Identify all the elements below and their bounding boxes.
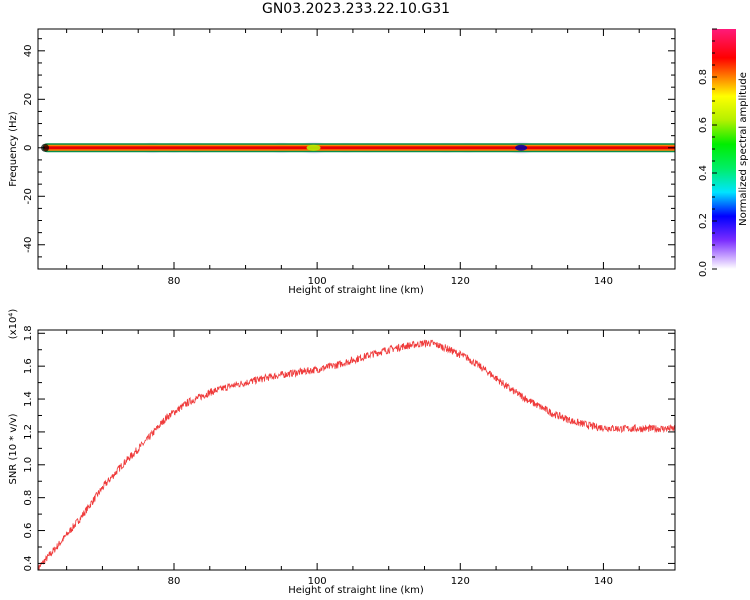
y-tick-label: 1.2 xyxy=(23,424,34,440)
colorbar-tick-label: 0.6 xyxy=(698,117,709,133)
spectrogram-ticks: 80 100 120 140 -40 -20 0 20 40 xyxy=(23,29,676,287)
band-hotspot-2 xyxy=(306,144,321,151)
chart-title: GN03.2023.233.22.10.G31 xyxy=(261,1,451,17)
y-tick-label: 1.8 xyxy=(23,325,34,341)
y-tick-label: -20 xyxy=(23,188,34,204)
spectrogram-frame xyxy=(37,28,676,270)
snr-series-line xyxy=(38,339,675,570)
y-tick-label: 0.6 xyxy=(23,523,34,539)
x-tick-label: 140 xyxy=(594,576,613,587)
spectrogram-panel: 80 100 120 140 -40 -20 0 20 40 Height of straigh… xyxy=(8,28,676,296)
snr-panel: 80 100 120 140 0.4 0.6 0.8 1.0 1.2 1.4 1.6 1.8 Heig… xyxy=(8,309,676,596)
colorbar-ticks: 0.0 0.2 0.4 0.6 0.8 xyxy=(698,28,717,277)
snr-ticks: 80 100 120 140 0.4 0.6 0.8 1.0 1.2 1.4 1.6 1.8 xyxy=(23,325,676,587)
colorbar-gradient xyxy=(712,29,736,269)
y-tick-label: 40 xyxy=(23,44,34,57)
y-tick-label: 0.4 xyxy=(23,555,34,571)
colorbar-tick-label: 0.8 xyxy=(698,69,709,85)
x-tick-label: 120 xyxy=(451,276,470,287)
y-tick-label: 1.6 xyxy=(23,358,34,374)
colorbar-tick-label: 0.0 xyxy=(698,261,709,277)
spectrogram-xlabel: Height of straight line (km) xyxy=(288,285,424,296)
x-tick-label: 100 xyxy=(308,576,327,587)
snr-ylabel: SNR (10 * v/v) xyxy=(8,413,19,484)
y-tick-label: 0 xyxy=(23,145,34,151)
colorbar-label: Normalized spectral amplitude xyxy=(738,72,749,226)
band-core xyxy=(44,146,675,150)
colorbar: 0.0 0.2 0.4 0.6 0.8 Normalized spectral ampl… xyxy=(698,28,749,277)
y-tick-label: 1.0 xyxy=(23,457,34,473)
y-tick-label: 20 xyxy=(23,93,34,106)
x-tick-label: 100 xyxy=(308,276,327,287)
y-tick-label: 0.8 xyxy=(23,490,34,506)
snr-multiplier: (x10⁴) xyxy=(8,309,19,340)
colorbar-tick-label: 0.4 xyxy=(698,165,709,181)
x-tick-label: 80 xyxy=(168,576,181,587)
band-hotspot-1 xyxy=(515,144,528,151)
x-tick-label: 120 xyxy=(451,576,470,587)
x-tick-label: 80 xyxy=(168,276,181,287)
colorbar-tick-label: 0.2 xyxy=(698,213,709,229)
y-tick-label: 1.4 xyxy=(23,391,34,407)
snr-frame xyxy=(37,329,676,571)
spectrogram-ylabel: Frequency (Hz) xyxy=(8,111,19,187)
spectral-band xyxy=(41,143,675,153)
snr-xlabel: Height of straight line (km) xyxy=(288,585,424,596)
y-tick-label: -40 xyxy=(23,237,34,253)
x-tick-label: 140 xyxy=(594,276,613,287)
